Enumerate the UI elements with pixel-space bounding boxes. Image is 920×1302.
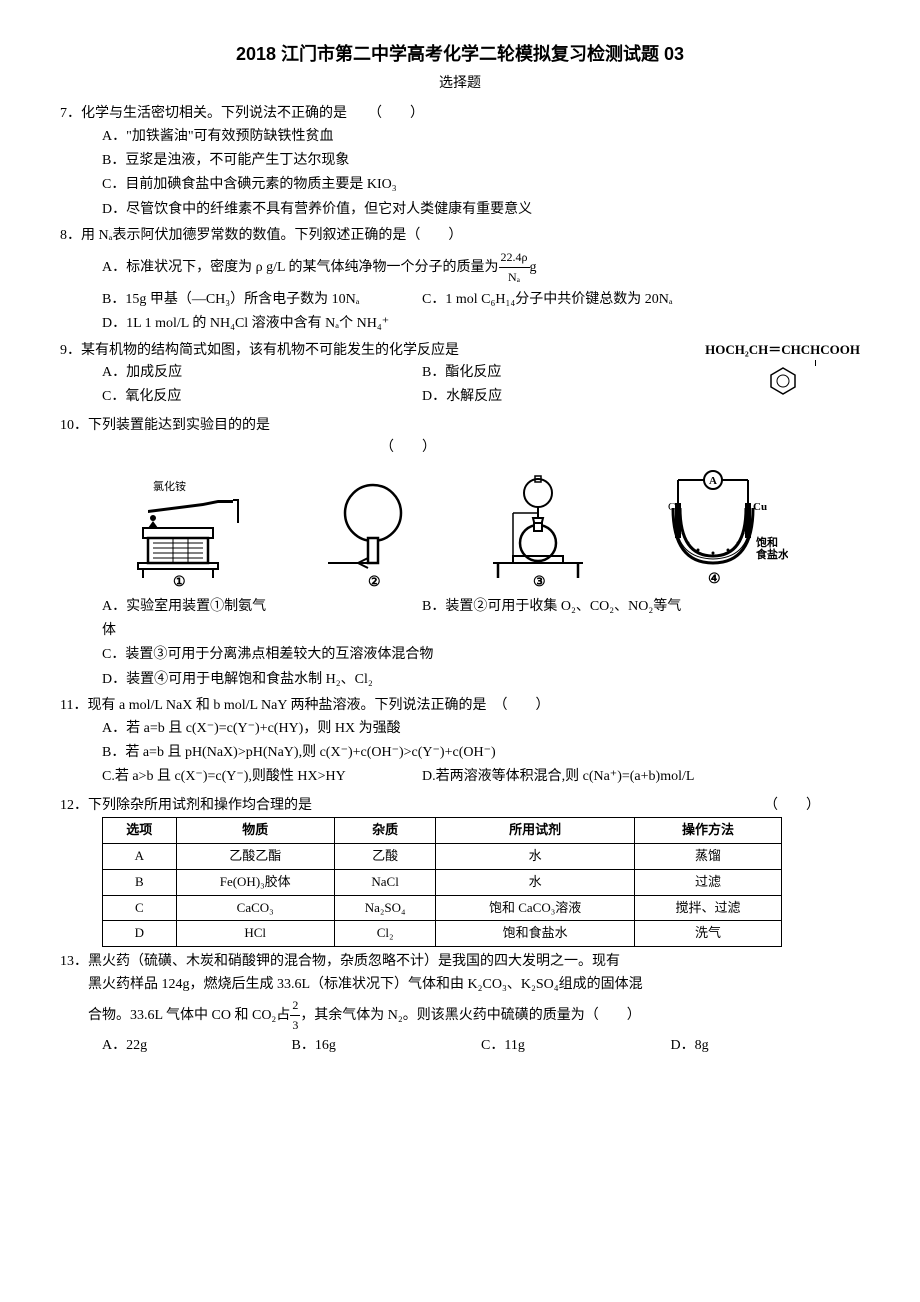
th-3: 所用试剂	[436, 818, 635, 844]
q10-opt-c: C．装置③可用于分离沸点相差较大的互溶液体混合物	[102, 644, 860, 666]
q8-a-frac: 22.4ρNₐ	[499, 248, 530, 287]
exam-title: 2018 江门市第二中学高考化学二轮模拟复习检测试题 03	[60, 40, 860, 69]
q11-opt-d: D.若两溶液等体积混合,则 c(Na⁺)=(a+b)mol/L	[422, 766, 860, 788]
table-row: A乙酸乙酯乙酸水蒸馏	[103, 843, 782, 869]
device-2: ②	[318, 478, 418, 588]
q8-opt-d: D．1L 1 mol/L 的 NH₄Cl 溶液中含有 Nₐ个 NH₄⁺	[102, 313, 860, 335]
q13-opt-b: B．16g	[292, 1035, 482, 1057]
d1-label: 氯化铵	[153, 479, 186, 493]
q11-opt-c: C.若 a>b 且 c(X⁻)=c(Y⁻),则酸性 HX>HY	[102, 766, 422, 788]
svg-text:①: ①	[173, 575, 186, 588]
q12-num: 12．	[60, 795, 88, 817]
q8-num: 8．	[60, 225, 81, 247]
table-row: DHClCl₂饱和食盐水洗气	[103, 921, 782, 947]
q9-opt-c: C．氧化反应	[102, 386, 422, 408]
q8-opt-a: A．标准状况下，密度为 ρ g/L 的某气体纯净物一个分子的质量为22.4ρNₐ…	[102, 248, 860, 287]
q7-stem: 化学与生活密切相关。下列说法不正确的是 （ ）	[81, 103, 860, 125]
q13-stem3-pre: 合物。33.6L 气体中 CO 和 CO₂占	[88, 1008, 290, 1023]
question-12: 12． 下列除杂所用试剂和操作均合理的是 （ ） 选项 物质 杂质 所用试剂 操…	[60, 795, 860, 947]
device-3: ③	[483, 468, 593, 588]
question-8: 8． 用 Nₐ表示阿伏加德罗常数的数值。下列叙述正确的是（ ） A．标准状况下，…	[60, 225, 860, 336]
q10-num: 10．	[60, 415, 88, 437]
q9-num: 9．	[60, 340, 81, 362]
q13-num: 13．	[60, 951, 88, 973]
q9-opt-a: A．加成反应	[102, 362, 422, 384]
q11-opt-a: A．若 a=b 且 c(X⁻)=c(Y⁻)+c(HY)，则 HX 为强酸	[102, 718, 860, 740]
q11-num: 11．	[60, 695, 87, 717]
q9-opt-b: B．酯化反应	[422, 362, 697, 384]
q9-structure: HOCH₂CH＝CHCHCOOH	[705, 340, 860, 404]
q13-frac: 23	[290, 996, 300, 1035]
svg-text:食盐水: 食盐水	[756, 547, 788, 561]
q7-opt-a: A．"加铁酱油"可有效预防缺铁性贫血	[102, 126, 860, 148]
question-10: 10． 下列装置能达到实验目的的是 （ ） 氯化铵	[60, 415, 860, 691]
q9-struct-formula: HOCH₂CH＝CHCHCOOH	[705, 340, 860, 361]
q9-opt-d: D．水解反应	[422, 386, 697, 408]
svg-text:③: ③	[533, 575, 546, 588]
question-7: 7． 化学与生活密切相关。下列说法不正确的是 （ ） A．"加铁酱油"可有效预防…	[60, 103, 860, 221]
q9-stem: 某有机物的结构简式如图，该有机物不可能发生的化学反应是	[81, 340, 697, 362]
question-13: 13． 黑火药（硫磺、木炭和硝酸钾的混合物，杂质忽略不计）是我国的四大发明之一。…	[60, 951, 860, 1058]
q7-num: 7．	[60, 103, 81, 125]
q10-blank: （ ）	[380, 437, 860, 459]
device-4: A C Cu 饱和 食盐水 ④	[658, 468, 788, 588]
svg-text:A: A	[709, 475, 717, 487]
q10-opt-d: D．装置④可用于电解饱和食盐水制 H₂、Cl₂	[102, 669, 860, 691]
q10-opt-b-suf: 体	[102, 620, 860, 642]
device-1: 氯化铵 ①	[133, 478, 253, 588]
svg-text:②: ②	[368, 575, 381, 588]
question-9: HOCH₂CH＝CHCHCOOH 9． 某有机物的结构简式如图，该有机物不可能发…	[60, 340, 860, 411]
q12-table: 选项 物质 杂质 所用试剂 操作方法 A乙酸乙酯乙酸水蒸馏 BFe(OH)₃胶体…	[102, 817, 782, 947]
q13-opt-d: D．8g	[671, 1035, 861, 1057]
q10-opt-b-pre: B．装置②可用于收集 O₂、CO₂、NO₂等气	[422, 596, 860, 618]
th-2: 杂质	[334, 818, 436, 844]
q10-opt-a: A．实验室用装置①制氨气	[102, 596, 422, 618]
svg-text:Cu: Cu	[753, 501, 767, 513]
q8-a-unit: g	[530, 259, 537, 274]
q13-opt-c: C．11g	[481, 1035, 671, 1057]
table-row: CCaCO₃Na₂SO₄饱和 CaCO₃溶液搅拌、过滤	[103, 895, 782, 921]
q13-stem1: 黑火药（硫磺、木炭和硝酸钾的混合物，杂质忽略不计）是我国的四大发明之一。现有	[88, 954, 620, 969]
q8-a-pre: A．标准状况下，密度为 ρ g/L 的某气体纯净物一个分子的质量为	[102, 259, 499, 274]
svg-text:饱和: 饱和	[756, 535, 778, 549]
exam-subtitle: 选择题	[60, 73, 860, 95]
q10-stem: 下列装置能达到实验目的的是	[88, 415, 860, 437]
q12-blank: （ ）	[764, 795, 820, 817]
q8-stem: 用 Nₐ表示阿伏加德罗常数的数值。下列叙述正确的是（ ）	[81, 225, 860, 247]
q8-opt-c: C．1 mol C₆H₁₄分子中共价键总数为 20Nₐ	[422, 289, 860, 311]
th-0: 选项	[103, 818, 177, 844]
q7-opt-d: D．尽管饮食中的纤维素不具有营养价值，但它对人类健康有重要意义	[102, 199, 860, 221]
q13-stem3-suf: ，其余气体为 N₂。则该黑火药中硫磺的质量为（ ）	[300, 1008, 641, 1023]
q8-opt-b: B．15g 甲基（—CH₃）所含电子数为 10Nₐ	[102, 289, 422, 311]
table-row: BFe(OH)₃胶体NaCl水过滤	[103, 869, 782, 895]
th-4: 操作方法	[634, 818, 781, 844]
question-11: 11． 现有 a mol/L NaX 和 b mol/L NaY 两种盐溶液。下…	[60, 695, 860, 791]
q7-opt-c: C．目前加碘食盐中含碘元素的物质主要是 KIO₃	[102, 174, 860, 196]
q13-opt-a: A．22g	[102, 1035, 292, 1057]
q7-opt-b: B．豆浆是浊液，不可能产生丁达尔现象	[102, 150, 860, 172]
q12-stem: 下列除杂所用试剂和操作均合理的是	[88, 795, 312, 817]
q11-opt-b: B．若 a=b 且 pH(NaX)>pH(NaY),则 c(X⁻)+c(OH⁻)…	[102, 742, 860, 764]
table-header-row: 选项 物质 杂质 所用试剂 操作方法	[103, 818, 782, 844]
q11-stem: 现有 a mol/L NaX 和 b mol/L NaY 两种盐溶液。下列说法正…	[87, 695, 860, 717]
svg-text:④: ④	[708, 572, 721, 587]
benzene-icon	[768, 366, 798, 396]
th-1: 物质	[176, 818, 334, 844]
q10-diagrams: 氯化铵 ①	[100, 468, 820, 588]
q13-stem2: 黑火药样品 124g，燃烧后生成 33.6L（标准状况下）气体和由 K₂CO₃、…	[88, 977, 643, 992]
